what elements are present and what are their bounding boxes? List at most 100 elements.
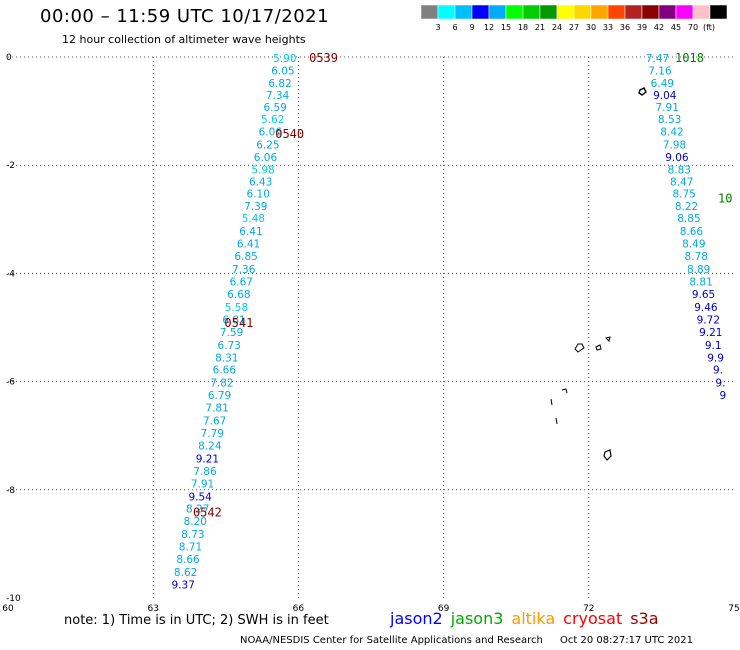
page-title: 00:00 – 11:59 UTC 10/17/2021 xyxy=(40,6,330,27)
footer-timestamp: Oct 20 08:27:17 UTC 2021 xyxy=(560,635,693,646)
track-time-label: 1018 xyxy=(675,51,704,65)
color-scale-label: 3 xyxy=(435,23,440,32)
wave-height-label: 6.10 xyxy=(247,188,270,200)
wave-height-label: 9.9 xyxy=(707,352,724,364)
wave-height-points: 5.906.056.827.346.595.626.066.256.065.98… xyxy=(172,53,727,591)
wave-height-label: 6.67 xyxy=(230,277,253,289)
color-swatch xyxy=(421,5,439,20)
wave-height-label: 7.79 xyxy=(201,428,224,440)
footer-credit: NOAA/NESDIS Center for Satellite Applica… xyxy=(240,635,543,646)
color-swatch xyxy=(454,5,473,20)
x-tick-label: 63 xyxy=(147,604,158,614)
color-swatch xyxy=(590,5,609,20)
wave-height-label: 6.06 xyxy=(259,127,283,139)
y-tick-label: -8 xyxy=(6,486,15,496)
wave-height-label: 9. xyxy=(715,378,725,390)
footer: NOAA/NESDIS Center for Satellite Applica… xyxy=(240,635,693,646)
color-scale: 3 6 9 12 15 18 21 24 27 30 33 36 39 42 45 70 (ft) xyxy=(421,5,728,32)
wave-height-label: 7.47 xyxy=(646,53,669,65)
wave-height-label: 6.81 xyxy=(222,314,245,326)
color-swatch xyxy=(709,5,728,20)
y-tick-label: -6 xyxy=(6,378,15,388)
color-swatch xyxy=(488,5,507,20)
wave-height-label: 5.48 xyxy=(242,213,265,225)
wave-height-label: 9. xyxy=(713,365,723,377)
y-tick-label: -2 xyxy=(6,161,15,171)
wave-height-label: 8.27 xyxy=(186,504,209,516)
wave-height-label: 8.83 xyxy=(668,165,691,177)
wave-height-label: 6.68 xyxy=(227,289,250,301)
track-time-label: 10 xyxy=(718,192,732,206)
wave-height-label: 8.85 xyxy=(677,213,700,225)
color-swatch xyxy=(573,5,592,20)
wave-height-label: 7.39 xyxy=(244,201,267,213)
color-swatch xyxy=(522,5,541,20)
island-outline xyxy=(550,398,553,406)
track-time-label: 0540 xyxy=(275,127,304,141)
color-swatch xyxy=(692,5,711,20)
wave-height-label: 9.1 xyxy=(705,340,722,352)
legend-item-jason3: jason3 xyxy=(450,609,504,628)
wave-height-label: 8.75 xyxy=(672,188,695,200)
wave-height-label: 8.89 xyxy=(687,264,710,276)
wave-height-label: 9.54 xyxy=(188,491,212,503)
x-tick-label: 72 xyxy=(583,604,594,614)
wave-height-label: 9.06 xyxy=(665,152,689,164)
wave-height-label: 9.21 xyxy=(699,327,722,339)
tick-labels: 60 63 66 69 72 75 0 -2 -4 -6 -8 -10 xyxy=(2,53,739,614)
wave-height-label: 7.91 xyxy=(656,102,679,114)
wave-height-label: 7.34 xyxy=(266,90,290,102)
wave-height-label: 5.90 xyxy=(273,53,296,65)
wave-height-label: 9 xyxy=(720,390,727,402)
island-outlines xyxy=(550,87,647,461)
wave-height-label: 6.06 xyxy=(254,152,278,164)
wave-height-label: 7.91 xyxy=(191,478,214,490)
wave-height-label: 8.49 xyxy=(682,239,705,251)
y-tick-label: -4 xyxy=(6,269,15,279)
color-scale-label: 6 xyxy=(452,23,457,32)
wave-height-label: 8.71 xyxy=(179,542,202,554)
y-tick-label: 0 xyxy=(6,53,12,63)
gridlines xyxy=(8,56,734,598)
wave-height-label: 6.43 xyxy=(249,176,272,188)
wave-height-label: 6.82 xyxy=(268,78,291,90)
wave-height-label: 9.37 xyxy=(172,579,195,591)
color-swatch xyxy=(539,5,558,20)
color-swatch xyxy=(675,5,694,20)
legend-item-cryosat: cryosat xyxy=(563,609,623,628)
color-scale-label: 18 xyxy=(518,23,528,32)
island-outline xyxy=(595,344,602,351)
x-tick-label: 75 xyxy=(728,604,739,614)
color-scale-label: 27 xyxy=(569,23,579,32)
wave-height-label: 6.41 xyxy=(237,239,260,251)
island-outline xyxy=(561,388,568,394)
wave-height-label: 7.81 xyxy=(205,403,228,415)
wave-height-label: 7.98 xyxy=(663,140,686,152)
wave-height-label: 6.79 xyxy=(208,390,231,402)
color-swatch xyxy=(641,5,660,20)
color-swatch xyxy=(505,5,524,20)
island-outline xyxy=(603,449,612,461)
wave-height-label: 8.42 xyxy=(660,127,683,139)
color-scale-label: 39 xyxy=(637,23,647,32)
wave-height-label: 6.41 xyxy=(239,226,262,238)
wave-height-label: 9.04 xyxy=(653,90,677,102)
wave-height-label: 8.66 xyxy=(680,226,704,238)
wave-height-label: 8.81 xyxy=(689,277,712,289)
track-time-label: 0539 xyxy=(309,51,338,65)
wave-height-label: 9.65 xyxy=(692,289,715,301)
wave-height-label: 6.59 xyxy=(263,102,286,114)
wave-height-label: 8.62 xyxy=(174,567,197,579)
wave-height-label: 9.72 xyxy=(697,314,720,326)
wave-height-label: 6.25 xyxy=(256,140,279,152)
island-outline xyxy=(638,87,647,96)
wave-height-label: 8.20 xyxy=(184,516,207,528)
legend-item-s3a: s3a xyxy=(630,609,659,628)
track-time-label: 0541 xyxy=(224,316,253,330)
legend-item-altika: altika xyxy=(511,609,556,628)
wave-height-label: 6.49 xyxy=(651,78,674,90)
legend-item-jason2: jason2 xyxy=(390,609,443,628)
island-outline xyxy=(574,343,585,353)
color-swatch xyxy=(607,5,626,20)
